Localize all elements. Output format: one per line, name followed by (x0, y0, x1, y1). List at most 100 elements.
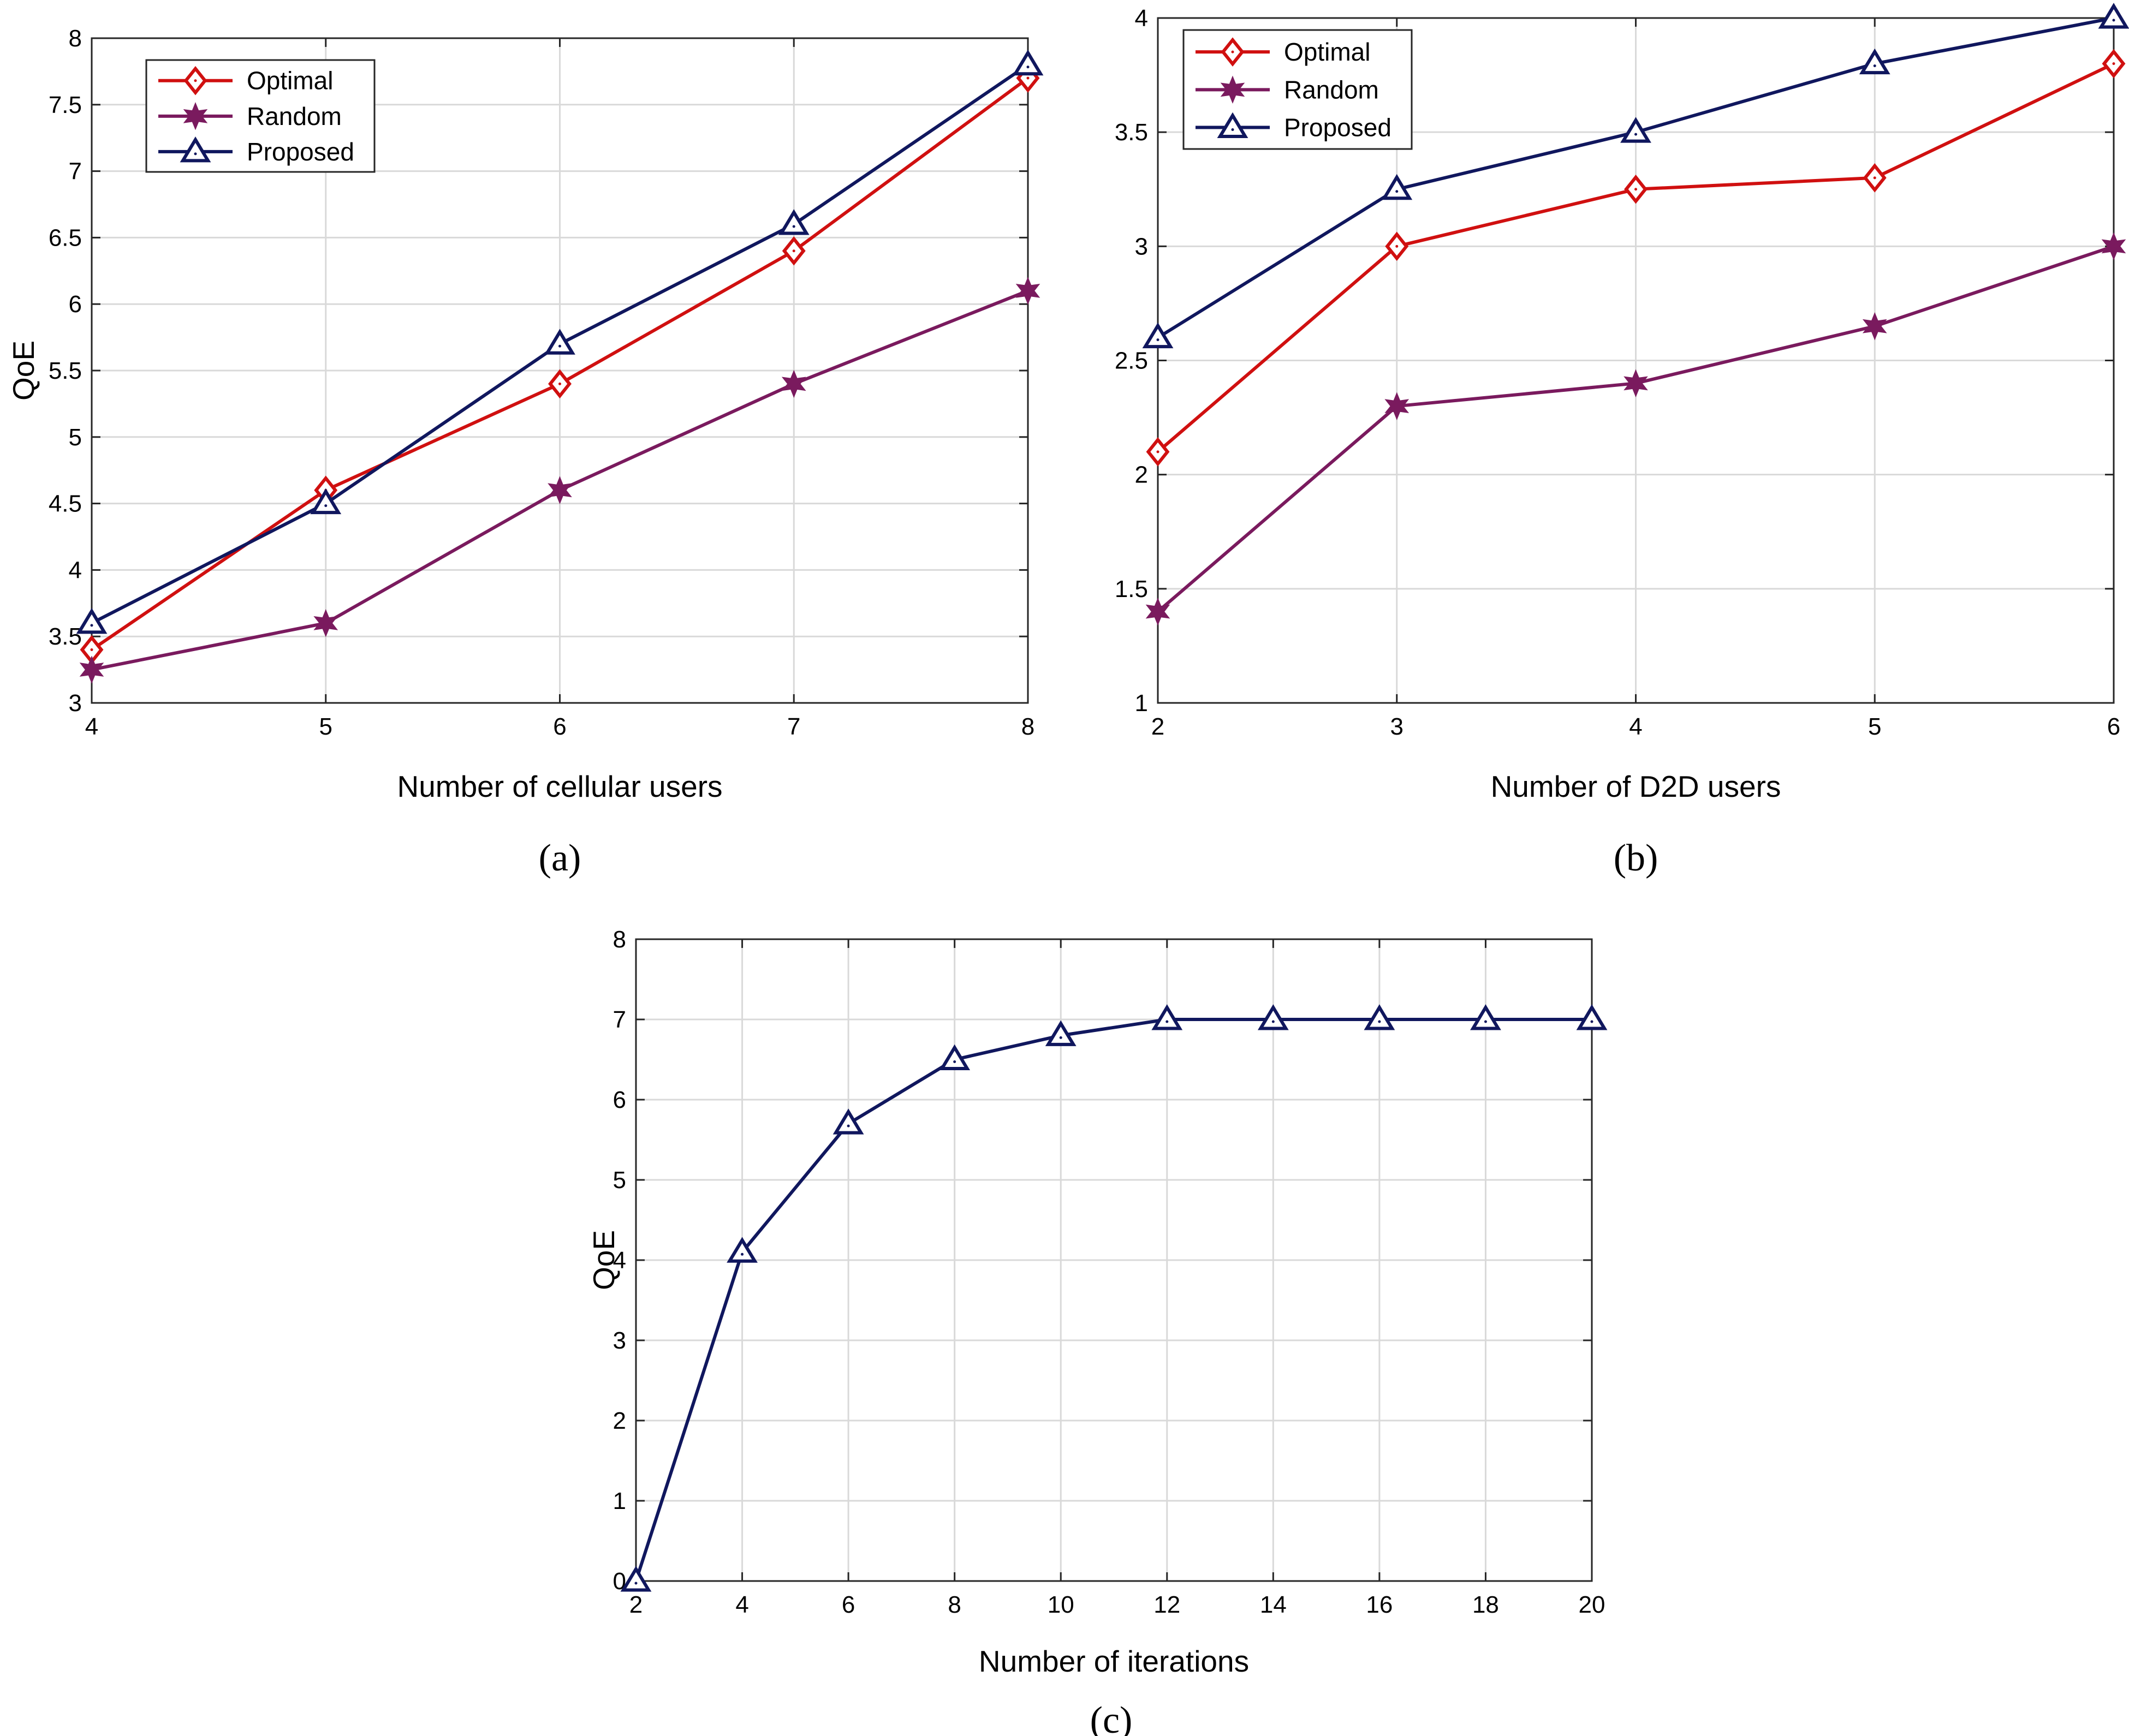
data-point-proposed-center-dot (1590, 1020, 1593, 1023)
y-tick-label: 3 (613, 1327, 626, 1354)
data-point-optimal-center-dot (792, 249, 795, 253)
x-tick-label: 16 (1366, 1591, 1393, 1618)
x-axis-label: Number of iterations (979, 1644, 1249, 1678)
y-tick-label: 8 (69, 25, 82, 52)
legend: Optimal Random Proposed (145, 59, 376, 173)
y-tick-label: 4 (1135, 5, 1148, 32)
data-point-proposed-center-dot (1634, 133, 1637, 136)
data-point-proposed-center-dot (1484, 1020, 1487, 1023)
data-point-random (1862, 312, 1887, 341)
y-tick-label: 6 (69, 291, 82, 318)
legend-label-optimal: Optimal (247, 67, 333, 95)
data-point-proposed-center-dot (1059, 1036, 1062, 1039)
data-point-proposed (1045, 1020, 1077, 1046)
data-point-proposed (544, 329, 575, 355)
y-tick-label: 5 (69, 424, 82, 451)
data-point-proposed (727, 1237, 758, 1263)
x-axis-label: Number of D2D users (1491, 769, 1781, 803)
data-point-random (79, 655, 104, 684)
series-proposed (1142, 3, 2129, 349)
x-tick-label: 14 (1260, 1591, 1287, 1618)
x-tick-label: 4 (85, 713, 98, 740)
data-point-optimal-center-dot (1634, 188, 1637, 191)
y-axis-label: QoE (7, 341, 40, 401)
y-tick-label: 5 (613, 1167, 626, 1194)
data-point-optimal-center-dot (1873, 176, 1876, 180)
data-point-random (1015, 277, 1040, 305)
y-tick-label: 4 (613, 1247, 626, 1274)
series-random (79, 277, 1040, 684)
data-point-proposed-center-dot (1271, 1020, 1275, 1023)
data-point-proposed-center-dot (1026, 65, 1030, 69)
data-point-proposed (778, 209, 810, 235)
y-tick-label: 7 (613, 1006, 626, 1033)
legend-marker-proposed-center-dot (194, 152, 197, 156)
data-point-proposed (1151, 1004, 1183, 1030)
legend-marker-proposed-center-dot (1231, 128, 1234, 132)
subfigure-caption: (a) (539, 837, 581, 879)
series-random (1145, 232, 2126, 626)
x-tick-label: 2 (629, 1591, 643, 1618)
legend: Optimal Random Proposed (1182, 29, 1413, 150)
data-point-proposed (1257, 1004, 1289, 1030)
y-tick-label: 1 (613, 1488, 626, 1514)
legend-marker-proposed (180, 136, 211, 163)
x-tick-label: 7 (787, 713, 800, 740)
data-point-optimal-center-dot (2112, 62, 2115, 65)
data-point-proposed (1142, 322, 1174, 349)
x-tick-label: 5 (319, 713, 332, 740)
data-point-random (1623, 369, 1648, 398)
x-tick-label: 12 (1153, 1591, 1180, 1618)
y-axis-label: QoE (587, 1230, 621, 1290)
data-point-proposed-center-dot (792, 225, 795, 228)
y-tick-label: 3.5 (1115, 119, 1148, 146)
x-tick-label: 3 (1390, 713, 1404, 740)
data-point-random (781, 369, 806, 398)
y-tick-label: 2 (613, 1407, 626, 1434)
series-optimal (1146, 49, 2126, 467)
y-tick-label: 4 (69, 557, 82, 583)
legend-marker-proposed (1217, 112, 1248, 139)
data-point-optimal-center-dot (1395, 244, 1399, 248)
x-tick-label: 5 (1868, 713, 1881, 740)
data-point-random (313, 609, 338, 637)
data-point-proposed (76, 608, 108, 634)
y-tick-label: 8 (613, 926, 626, 953)
x-tick-label: 18 (1472, 1591, 1499, 1618)
y-tick-label: 7.5 (49, 92, 82, 118)
data-point-proposed (1012, 49, 1044, 76)
data-point-proposed-center-dot (90, 624, 93, 627)
data-point-proposed-center-dot (1378, 1020, 1381, 1023)
data-point-proposed-center-dot (953, 1060, 956, 1063)
y-tick-label: 7 (69, 158, 82, 185)
data-point-proposed-center-dot (634, 1582, 638, 1585)
x-tick-label: 4 (1629, 713, 1642, 740)
data-point-proposed (1381, 174, 1413, 200)
legend-label-optimal: Optimal (1284, 38, 1370, 66)
data-point-optimal-center-dot (558, 382, 561, 385)
legend-marker-random (1220, 75, 1245, 104)
y-tick-label: 4.5 (49, 491, 82, 517)
legend-marker-random (183, 102, 208, 130)
data-point-optimal-center-dot (90, 648, 93, 652)
y-tick-label: 6 (613, 1087, 626, 1113)
x-tick-label: 6 (553, 713, 566, 740)
y-tick-label: 5.5 (49, 357, 82, 384)
data-point-random (1384, 392, 1410, 420)
y-tick-label: 6.5 (49, 224, 82, 251)
data-point-proposed-center-dot (1395, 190, 1399, 193)
x-tick-label: 8 (948, 1591, 961, 1618)
data-point-proposed-center-dot (847, 1124, 850, 1127)
series-line-proposed (634, 1018, 1592, 1582)
legend-label-proposed: Proposed (247, 138, 354, 166)
subfigure-caption: (b) (1614, 837, 1658, 879)
data-point-proposed (832, 1108, 864, 1135)
data-point-proposed (310, 488, 342, 515)
y-tick-label: 2.5 (1115, 348, 1148, 374)
data-point-random (1145, 597, 1170, 626)
data-point-random (548, 476, 572, 504)
data-point-proposed-center-dot (2112, 19, 2115, 22)
chart-a: 4 5 6 7 8 3 3.5 4 4.5 5 5.5 6 6.5 7 7.5 8 Number of cell… (7, 25, 1044, 879)
data-point-proposed-center-dot (558, 344, 561, 348)
